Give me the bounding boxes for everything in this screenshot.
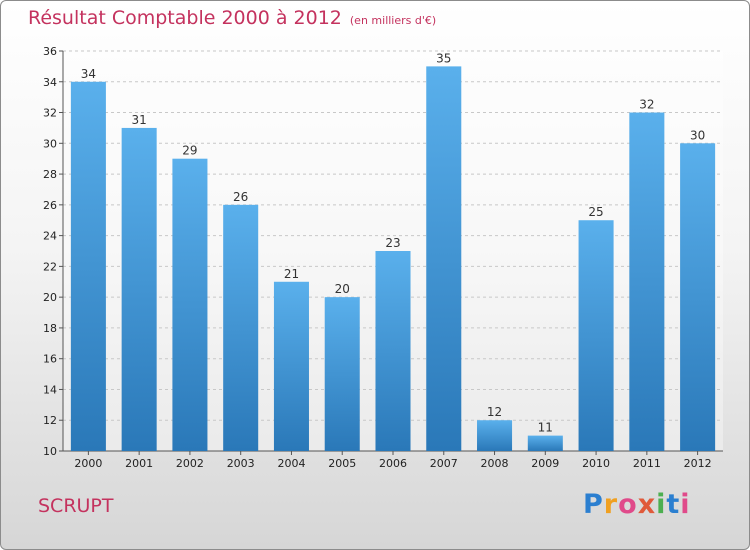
data-label-2004: 21	[284, 267, 299, 281]
bar-2009[interactable]	[527, 435, 563, 451]
data-label-2001: 31	[132, 113, 147, 127]
data-label-2008: 12	[487, 405, 502, 419]
bar-2006[interactable]	[375, 251, 411, 451]
data-label-2010: 25	[588, 205, 603, 219]
chart-title: Résultat Comptable 2000 à 2012 (en millie…	[28, 7, 436, 29]
data-label-2011: 32	[639, 98, 654, 112]
logo-letter: P	[583, 489, 604, 520]
y-tick-label: 30	[43, 137, 57, 150]
commune-name: SCRUPT	[38, 495, 114, 517]
y-tick-label: 32	[43, 107, 57, 120]
x-tick-label-2004: 2004	[277, 457, 305, 470]
bar-2010[interactable]	[578, 220, 614, 451]
y-tick-label: 26	[43, 199, 57, 212]
x-tick-label-2003: 2003	[227, 457, 255, 470]
x-tick-label-2006: 2006	[379, 457, 407, 470]
y-tick-label: 16	[43, 353, 57, 366]
logo-letter: o	[618, 489, 638, 520]
x-tick-label-2012: 2012	[684, 457, 712, 470]
data-label-2005: 20	[335, 282, 350, 296]
title-text: Résultat Comptable 2000 à 2012	[28, 7, 342, 29]
bar-2011[interactable]	[629, 112, 665, 452]
bar-2008[interactable]	[477, 420, 513, 451]
x-tick-label-2011: 2011	[633, 457, 661, 470]
logo-letter: t	[666, 489, 681, 520]
logo-letter: i	[656, 489, 667, 520]
y-tick-label: 18	[43, 322, 57, 335]
proxiti-logo[interactable]: Proxiti	[583, 489, 691, 520]
x-tick-label-2000: 2000	[74, 457, 102, 470]
data-label-2009: 11	[538, 421, 553, 435]
data-label-2012: 30	[690, 128, 705, 142]
y-tick-label: 34	[43, 76, 57, 89]
y-tick-label: 36	[43, 45, 57, 58]
y-tick-label: 22	[43, 260, 57, 273]
y-tick-label: 10	[43, 445, 57, 458]
y-tick-label: 12	[43, 414, 57, 427]
x-tick-label-2001: 2001	[125, 457, 153, 470]
logo-letter: r	[603, 489, 619, 520]
x-tick-label-2007: 2007	[430, 457, 458, 470]
data-label-2007: 35	[436, 51, 451, 65]
bar-2002[interactable]	[172, 158, 208, 451]
x-tick-label-2010: 2010	[582, 457, 610, 470]
data-label-2006: 23	[385, 236, 400, 250]
logo-letter: x	[637, 489, 657, 520]
x-tick-label-2005: 2005	[328, 457, 356, 470]
x-tick-label-2008: 2008	[481, 457, 509, 470]
y-tick-label: 28	[43, 168, 57, 181]
x-tick-label-2002: 2002	[176, 457, 204, 470]
data-label-2000: 34	[81, 67, 96, 81]
bar-2007[interactable]	[426, 66, 462, 451]
x-tick-label-2009: 2009	[531, 457, 559, 470]
bar-2005[interactable]	[324, 297, 360, 451]
bar-2003[interactable]	[223, 204, 259, 451]
bar-2004[interactable]	[273, 281, 309, 451]
y-tick-label: 14	[43, 383, 57, 396]
bar-2000[interactable]	[70, 81, 106, 452]
chart-subtitle: (en milliers d'€)	[349, 14, 437, 27]
data-label-2003: 26	[233, 190, 248, 204]
data-label-2002: 29	[182, 144, 197, 158]
logo-letter: i	[680, 489, 691, 520]
bar-2012[interactable]	[680, 143, 716, 452]
y-tick-label: 20	[43, 291, 57, 304]
bar-2001[interactable]	[121, 127, 157, 451]
y-tick-label: 24	[43, 230, 57, 243]
